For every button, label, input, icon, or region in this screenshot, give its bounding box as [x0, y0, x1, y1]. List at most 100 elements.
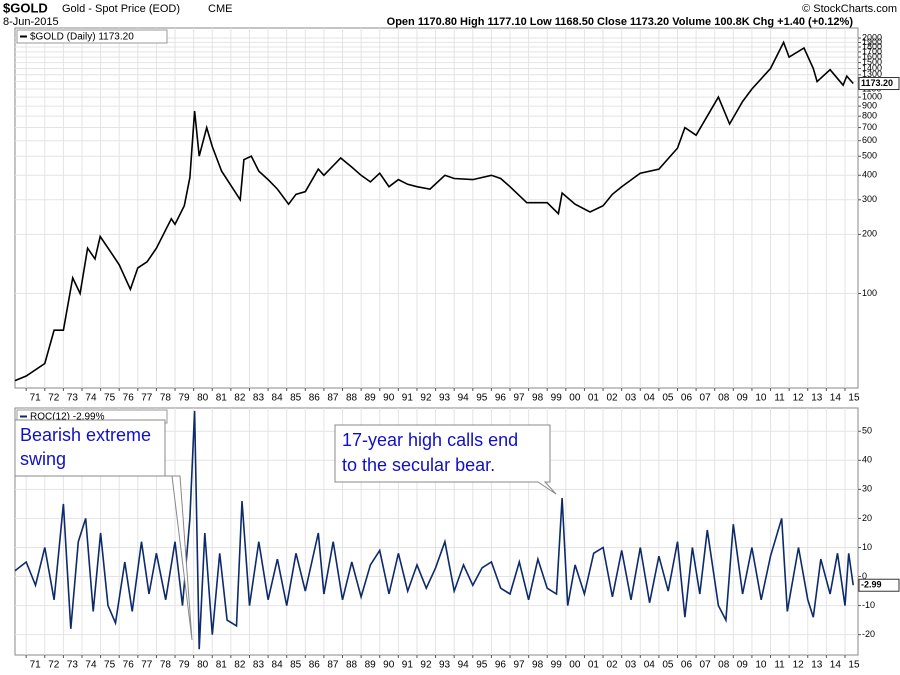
x-tick-label: 85 [290, 660, 302, 671]
x-tick-label: 72 [48, 660, 60, 671]
x-tick-label: 12 [793, 660, 805, 671]
y-tick-label: 1700 [862, 46, 882, 56]
x-tick-label: 98 [532, 660, 544, 671]
y-tick-label: 1000 [862, 92, 882, 102]
x-tick-label: 90 [383, 393, 395, 404]
y-tick-label: 300 [862, 194, 877, 204]
x-tick-label: 87 [327, 660, 339, 671]
y-tick-label: 200 [862, 229, 877, 239]
x-tick-label: 99 [551, 660, 563, 671]
x-tick-label: 76 [123, 660, 135, 671]
y-tick-label: 1400 [862, 63, 882, 73]
y-tick-label: 2000 [862, 32, 882, 42]
y-tick-label: 10 [862, 542, 872, 552]
y-tick-label: 900 [862, 101, 877, 111]
x-tick-label: 97 [513, 393, 525, 404]
x-tick-label: 78 [160, 660, 172, 671]
x-tick-label: 09 [737, 393, 749, 404]
last-value-label: 1173.20 [861, 78, 893, 88]
x-tick-label: 99 [551, 393, 563, 404]
x-tick-label: 73 [67, 660, 79, 671]
x-tick-label: 91 [402, 393, 414, 404]
x-tick-label: 79 [178, 393, 190, 404]
x-tick-label: 88 [346, 660, 358, 671]
y-tick-label: 700 [862, 122, 877, 132]
x-tick-label: 05 [662, 660, 674, 671]
x-tick-label: 07 [700, 393, 712, 404]
x-tick-label: 87 [327, 393, 339, 404]
price-line [14, 40, 854, 382]
x-tick-label: 84 [272, 660, 284, 671]
x-tick-label: 12 [793, 393, 805, 404]
x-tick-label: 11 [774, 393, 785, 404]
y-tick-label: 0 [862, 571, 867, 581]
legend-label: ROC(12) -2.99% [30, 412, 105, 423]
x-tick-label: 76 [123, 393, 135, 404]
x-tick-label: 09 [737, 660, 749, 671]
y-tick-label: 1600 [862, 51, 882, 61]
x-tick-label: 93 [439, 393, 451, 404]
y-tick-label: 1900 [862, 37, 882, 47]
annotation-text: Bearish extreme [20, 425, 151, 445]
y-tick-label: 1800 [862, 41, 882, 51]
x-tick-label: 01 [588, 393, 600, 404]
x-tick-label: 89 [365, 660, 377, 671]
x-tick-label: 90 [383, 660, 395, 671]
credit: © StockCharts.com [802, 3, 897, 15]
x-tick-label: 02 [606, 393, 618, 404]
quote: Open 1170.80 High 1177.10 Low 1168.50 Cl… [387, 16, 854, 28]
x-tick-label: 82 [234, 393, 246, 404]
x-tick-label: 77 [141, 660, 153, 671]
exchange: CME [208, 3, 232, 15]
x-tick-label: 86 [309, 393, 321, 404]
callout [334, 424, 557, 495]
annotation-text: 17-year high calls end [342, 430, 518, 450]
x-tick-label: 96 [495, 660, 507, 671]
x-tick-label: 03 [625, 393, 637, 404]
x-tick-label: 07 [700, 660, 712, 671]
x-tick-label: 03 [625, 660, 637, 671]
x-tick-label: 11 [774, 660, 785, 671]
annotation: 17-year high calls end to the secular be… [334, 424, 557, 495]
annotation-text: to the secular bear. [342, 455, 495, 475]
x-tick-label: 01 [588, 660, 600, 671]
x-tick-label: 13 [811, 660, 823, 671]
last-value-label: -2.99 [861, 580, 882, 590]
x-tick-label: 72 [48, 393, 60, 404]
price-line [14, 410, 854, 650]
legend-box [16, 29, 168, 44]
y-tick-label: 400 [862, 170, 877, 180]
y-tick-label: 30 [862, 484, 872, 494]
x-tick-label: 14 [830, 660, 842, 671]
x-tick-label: 71 [30, 393, 42, 404]
y-tick-label: 40 [862, 455, 872, 465]
x-tick-label: 94 [458, 660, 470, 671]
legend: $GOLD (Daily) 1173.20 [16, 29, 168, 44]
plot-area [14, 27, 859, 389]
x-tick-label: 92 [420, 393, 432, 404]
x-tick-label: 78 [160, 393, 172, 404]
x-tick-label: 71 [30, 660, 42, 671]
x-tick-label: 75 [104, 660, 116, 671]
x-tick-label: 94 [458, 393, 470, 404]
x-tick-label: 14 [830, 393, 842, 404]
x-tick-label: 80 [197, 660, 209, 671]
x-tick-label: 00 [569, 393, 581, 404]
legend-label: $GOLD (Daily) 1173.20 [30, 32, 134, 43]
x-tick-label: 91 [402, 660, 414, 671]
x-tick-label: 05 [662, 393, 674, 404]
x-tick-label: 84 [272, 393, 284, 404]
x-tick-label: 77 [141, 393, 153, 404]
x-tick-label: 74 [85, 660, 97, 671]
x-tick-label: 13 [811, 393, 823, 404]
x-tick-label: 98 [532, 393, 544, 404]
x-tick-label: 02 [606, 660, 618, 671]
x-tick-label: 15 [848, 393, 860, 404]
y-tick-label: -10 [862, 600, 875, 610]
annotation: Bearish extreme swing [14, 419, 193, 641]
x-tick-label: 04 [644, 393, 656, 404]
last-value-box [858, 77, 900, 91]
y-tick-label: 1500 [862, 57, 882, 67]
x-tick-label: 81 [216, 393, 228, 404]
